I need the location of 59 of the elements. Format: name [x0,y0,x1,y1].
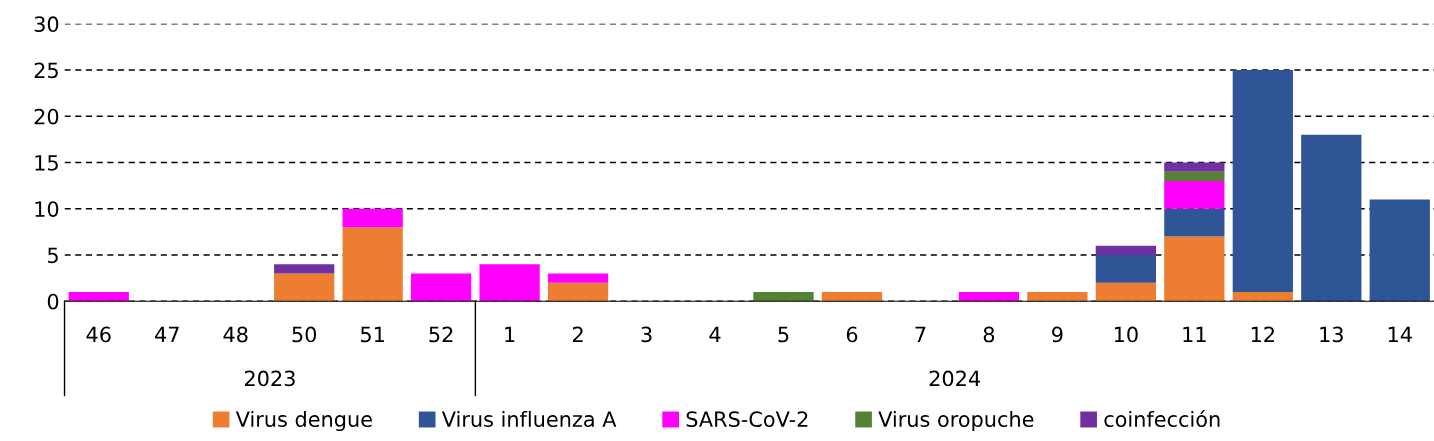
x-tick-label: 4 [709,326,721,343]
x-tick-label: 52 [429,326,453,343]
text: 2023 [244,370,295,387]
x-tick-label: 2 [572,326,583,343]
y-tick-label: 25 [34,62,58,79]
x-tick-label: 13 [1320,326,1343,343]
x-tick-label: 51 [361,326,384,343]
x-tick-label: 11 [1183,326,1206,343]
bar [68,291,129,302]
bar [411,273,472,302]
legend-label: Virus influenza A [441,410,617,428]
bar [274,273,335,302]
legend-label: SARS-CoV-2 [686,411,808,428]
bar [342,227,403,302]
bar [821,291,883,302]
x-tick-label: 8 [983,326,995,343]
x-tick-label: 47 [155,326,179,343]
bar [1164,208,1225,237]
y-tick-label: 15 [35,155,58,171]
bar [547,273,609,283]
bar [1027,291,1088,302]
y-tick-label: 20 [34,108,59,125]
x-tick-label: 48 [223,326,248,343]
bar [1232,291,1293,302]
bar [1164,162,1225,172]
legend-label: coinfección [1104,410,1220,428]
x-tick-label: 46 [86,326,111,343]
x-tick-label: 9 [1052,326,1063,343]
x-tick-label: 7 [915,326,926,343]
text: 2024 [929,370,981,387]
bar [1164,236,1225,302]
y-tick-label: 10 [35,201,59,217]
bar [1232,70,1293,292]
bar [958,291,1020,302]
bar [342,208,403,228]
legend-label: Virus dengue [235,410,372,432]
y-tick-label: 0 [47,293,59,310]
x-tick-label: 3 [641,326,652,343]
x-tick-label: 5 [778,326,789,343]
x-tick-label: 14 [1388,326,1412,343]
bar [1164,181,1225,209]
bar [547,282,609,302]
bar [1095,282,1156,302]
bar [1301,134,1362,302]
x-tick-label: 1 [505,326,515,343]
bar [479,264,540,302]
legend-label: Virus oropuche [878,410,1034,432]
x-tick-label: 50 [292,326,317,343]
x-tick-label: 6 [846,326,858,343]
bar [753,291,814,302]
bar [274,264,335,274]
bar [1095,245,1156,255]
y-tick-label: 30 [34,16,59,33]
bar [1369,199,1430,302]
bar [1164,171,1225,181]
y-tick-label: 5 [48,247,58,264]
bar [1095,254,1156,283]
x-tick-label: 10 [1114,326,1138,343]
x-tick-label: 12 [1251,326,1274,343]
